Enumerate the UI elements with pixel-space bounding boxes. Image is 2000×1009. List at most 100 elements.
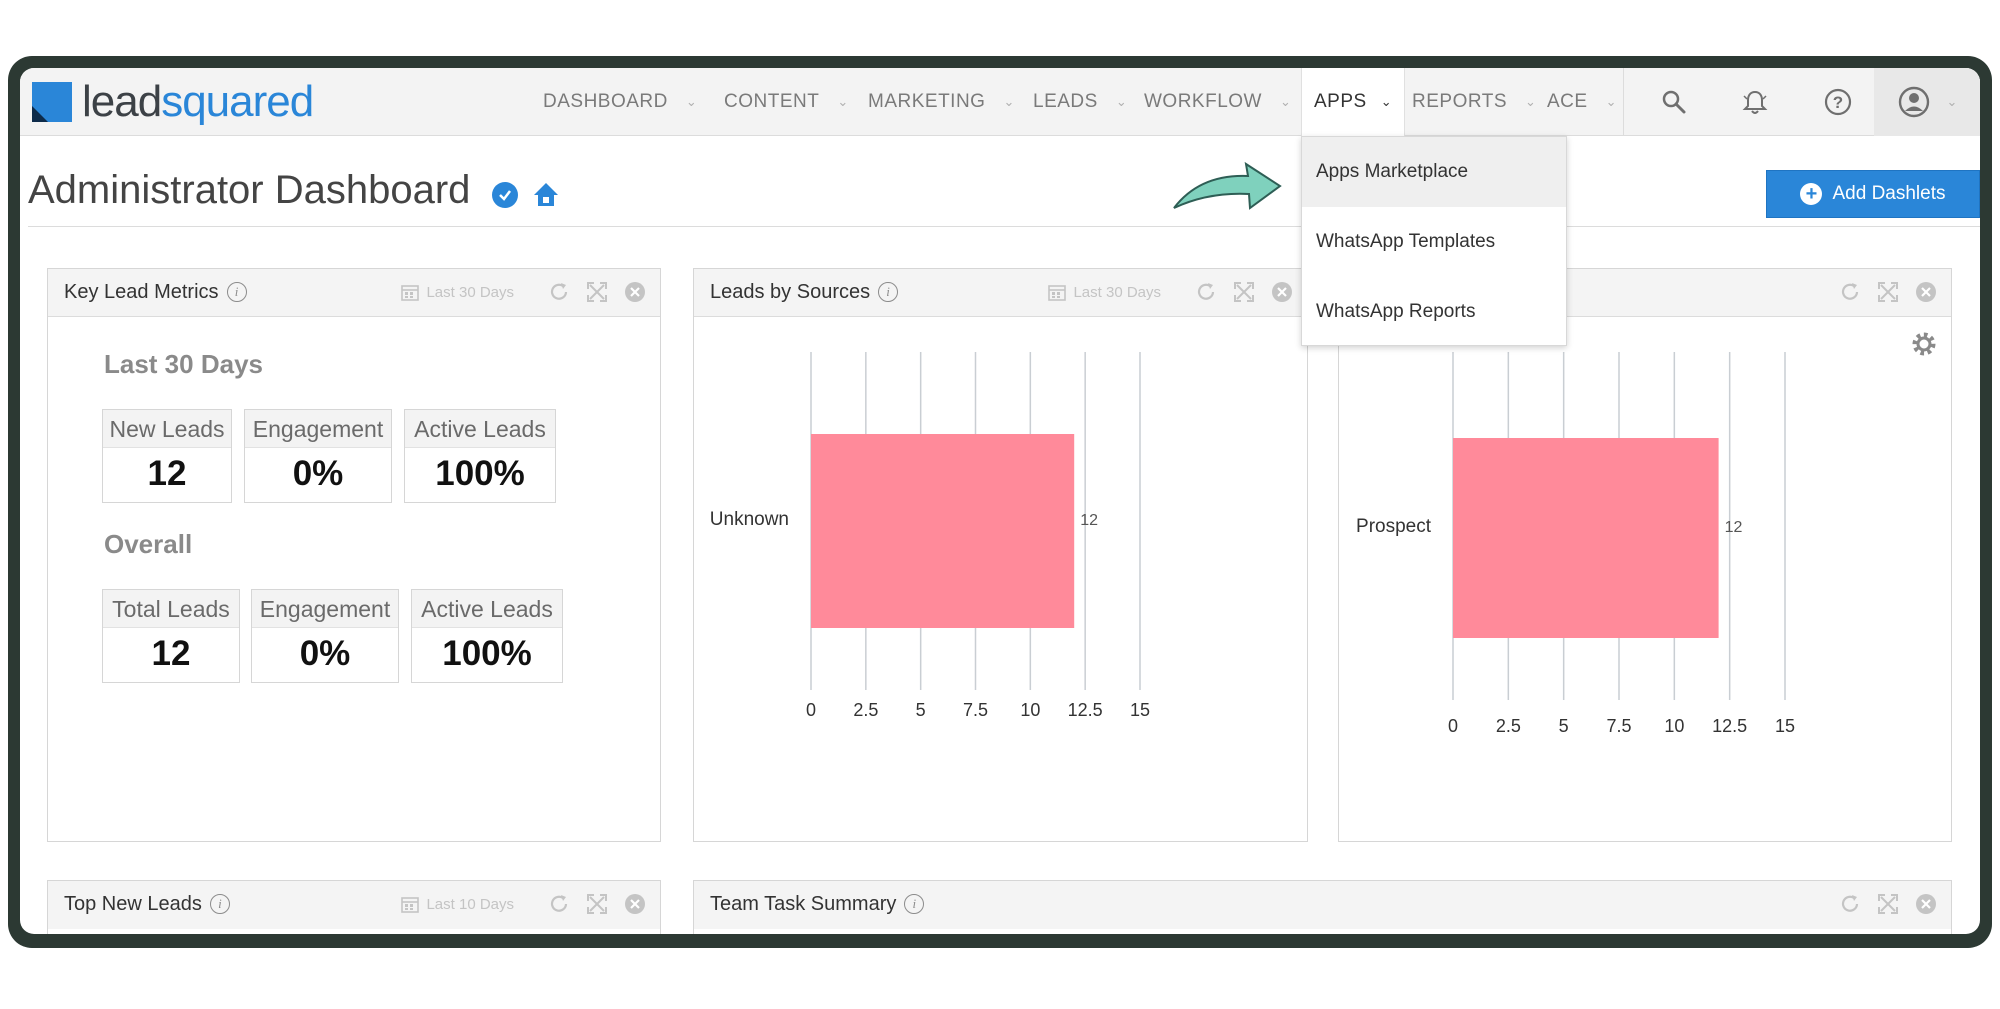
dashlet-tools: Last 10 Days	[400, 893, 646, 915]
close-icon[interactable]	[624, 893, 646, 915]
close-icon[interactable]	[1915, 893, 1937, 915]
x-tick-label: 15	[1130, 700, 1150, 720]
dashlet-tools	[1823, 893, 1937, 915]
chevron-down-icon: ⌄	[837, 94, 849, 109]
add-dashlets-label: Add Dashlets	[1832, 183, 1946, 204]
nav-label: CONTENT	[724, 91, 820, 112]
verified-check-icon[interactable]	[492, 182, 518, 208]
plus-circle-icon: +	[1800, 183, 1823, 205]
dashlet-leads-by-stage: 0 2.5 5 7.5 10 12.5 15 Prospect 12	[1338, 268, 1952, 842]
dashlet-top-new-leads: Top New Leads i Last 10 Days	[47, 880, 661, 934]
nav-ace[interactable]: ACE ⌄	[1547, 68, 1617, 136]
calendar-icon	[1048, 285, 1067, 301]
date-range-filter[interactable]: Last 30 Days	[1047, 282, 1161, 302]
menu-item-whatsapp-templates[interactable]: WhatsApp Templates	[1316, 231, 1496, 252]
nav-label: DASHBOARD	[543, 91, 668, 112]
nav-leads[interactable]: LEADS ⌄	[1033, 68, 1127, 136]
nav-label: WORKFLOW	[1144, 91, 1262, 112]
metric-label: Engagement	[245, 410, 391, 448]
expand-icon[interactable]	[1877, 281, 1899, 303]
nav-dashboard[interactable]: DASHBOARD ⌄	[543, 68, 697, 136]
metric-label: Active Leads	[405, 410, 555, 448]
bell-icon[interactable]	[1738, 85, 1772, 119]
bar	[1453, 438, 1719, 638]
chevron-down-icon: ⌄	[1380, 94, 1393, 109]
nav-reports[interactable]: REPORTS ⌄	[1412, 68, 1536, 136]
info-icon[interactable]: i	[209, 894, 230, 914]
close-icon[interactable]	[624, 281, 646, 303]
refresh-icon[interactable]	[1839, 281, 1861, 303]
calendar-icon	[401, 897, 420, 913]
chevron-down-icon: ⌄	[1280, 94, 1292, 109]
metric-engagement: Engagement 0%	[244, 409, 392, 503]
dashlet-title: Team Task Summary i	[710, 893, 925, 916]
gear-icon[interactable]	[1911, 331, 1937, 362]
refresh-icon[interactable]	[1195, 281, 1217, 303]
expand-icon[interactable]	[1233, 281, 1255, 303]
metric-value: 100%	[442, 634, 532, 673]
search-icon[interactable]	[1657, 85, 1691, 119]
add-dashlets-button[interactable]: + Add Dashlets	[1766, 170, 1980, 218]
x-tick-label: 7.5	[963, 700, 988, 720]
metric-new-leads: New Leads 12	[102, 409, 232, 503]
info-icon[interactable]: i	[904, 894, 925, 914]
x-tick-label: 5	[1559, 716, 1569, 736]
x-tick-label: 12.5	[1068, 700, 1103, 720]
metric-value: 100%	[435, 454, 525, 493]
nav-label: MARKETING	[868, 91, 986, 112]
nav-label: ACE	[1547, 91, 1588, 112]
leadsquared-logo[interactable]: leadsquared	[32, 76, 314, 128]
menu-item-whatsapp-reports[interactable]: WhatsApp Reports	[1316, 301, 1476, 322]
x-tick-label: 2.5	[1496, 716, 1521, 736]
section-heading: Overall	[104, 529, 193, 559]
dashlet-leads-by-sources: Leads by Sources i Last 30 Days 0 2.5 5 7.5 1…	[693, 268, 1308, 842]
refresh-icon[interactable]	[1839, 893, 1861, 915]
help-icon[interactable]: ?	[1821, 85, 1855, 119]
close-icon[interactable]	[1271, 281, 1293, 303]
expand-icon[interactable]	[586, 281, 608, 303]
nav-content[interactable]: CONTENT ⌄	[724, 68, 849, 136]
expand-icon[interactable]	[586, 893, 608, 915]
expand-icon[interactable]	[1877, 893, 1899, 915]
nav-label: REPORTS	[1412, 91, 1508, 112]
chevron-down-icon: ⌄	[685, 94, 698, 109]
metric-value: 12	[147, 454, 187, 493]
dashlet-header: Top New Leads i Last 10 Days	[48, 881, 660, 929]
x-tick-label: 0	[1448, 716, 1458, 736]
date-range-filter[interactable]: Last 30 Days	[400, 282, 514, 302]
nav-marketing[interactable]: MARKETING ⌄	[868, 68, 1015, 136]
dashlet-key-lead-metrics: Key Lead Metrics i Last 30 Days Last 30 D…	[47, 268, 661, 842]
metric-engagement: Engagement 0%	[251, 589, 399, 683]
chevron-down-icon: ⌄	[1115, 94, 1128, 109]
dashlet-header: Key Lead Metrics i Last 30 Days	[48, 269, 660, 317]
metric-label: New Leads	[103, 410, 231, 448]
nav-label: APPS	[1314, 91, 1367, 112]
metric-active-leads: Active Leads 100%	[411, 589, 563, 683]
svg-text:?: ?	[1833, 93, 1843, 112]
refresh-icon[interactable]	[548, 893, 570, 915]
info-icon[interactable]: i	[226, 282, 247, 302]
nav-label: LEADS	[1033, 91, 1098, 112]
app-screen: leadsquared DASHBOARD ⌄ CONTENT ⌄ MARKETIN…	[20, 68, 1980, 934]
dashlet-header: Leads by Sources i Last 30 Days	[694, 269, 1307, 317]
date-range-filter[interactable]: Last 10 Days	[400, 894, 514, 914]
refresh-icon[interactable]	[548, 281, 570, 303]
home-icon[interactable]	[531, 180, 561, 210]
close-icon[interactable]	[1915, 281, 1937, 303]
menu-item-apps-marketplace[interactable]: Apps Marketplace	[1302, 137, 1566, 207]
dashlet-tools	[1823, 281, 1937, 303]
page-title: Administrator Dashboard	[28, 168, 471, 212]
info-icon[interactable]: i	[878, 282, 899, 302]
dashlet-team-task-summary: Team Task Summary i	[693, 880, 1952, 934]
nav-apps[interactable]: APPS ⌄	[1301, 68, 1406, 136]
category-label: Prospect	[1356, 516, 1432, 537]
data-label: 12	[1725, 519, 1743, 536]
dashlet-title: Leads by Sources i	[710, 281, 899, 304]
dashlet-title: Key Lead Metrics i	[64, 281, 247, 304]
nav-workflow[interactable]: WORKFLOW ⌄	[1144, 68, 1291, 136]
data-label: 12	[1080, 512, 1098, 529]
leads-by-sources-chart: 0 2.5 5 7.5 10 12.5 15 Unknown 12	[710, 352, 1150, 720]
user-menu[interactable]: ⌄	[1874, 68, 1980, 136]
dashlet-tools: Last 30 Days	[1047, 281, 1293, 303]
x-tick-label: 10	[1664, 716, 1684, 736]
